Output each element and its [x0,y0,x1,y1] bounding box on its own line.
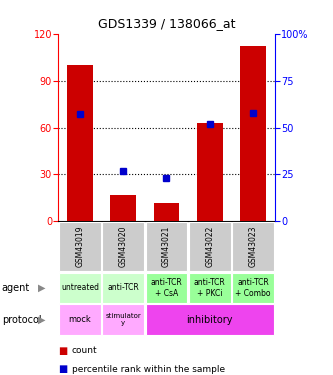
Text: agent: agent [2,283,30,293]
Text: stimulator
y: stimulator y [105,313,141,326]
Bar [189,273,230,303]
Bar [103,222,144,271]
Text: ■: ■ [58,346,68,355]
Bar [103,304,144,335]
Text: ▶: ▶ [38,315,45,325]
Bar [59,222,101,271]
Bar [59,273,101,303]
Text: anti-TCR
+ CsA: anti-TCR + CsA [151,278,182,297]
Bar [146,222,187,271]
Bar [232,273,274,303]
Bar [154,202,179,221]
Bar [189,222,230,271]
Bar [197,123,223,221]
Text: anti-TCR
+ Combo: anti-TCR + Combo [235,278,271,297]
Text: mock: mock [69,315,91,324]
Bar [103,273,144,303]
Bar [110,195,136,221]
Text: GDS1339 / 138066_at: GDS1339 / 138066_at [98,17,235,30]
Text: anti-TCR: anti-TCR [107,284,139,292]
Text: GSM43021: GSM43021 [162,226,171,267]
Bar [146,273,187,303]
Text: count: count [72,346,97,355]
Text: anti-TCR
+ PKCi: anti-TCR + PKCi [194,278,226,297]
Text: ■: ■ [58,364,68,374]
Text: GSM43022: GSM43022 [205,226,214,267]
Text: ▶: ▶ [38,283,45,293]
Text: GSM43019: GSM43019 [75,226,85,267]
Text: GSM43020: GSM43020 [119,226,128,267]
Bar [59,304,101,335]
Bar [232,222,274,271]
Text: percentile rank within the sample: percentile rank within the sample [72,365,225,374]
Bar [240,46,266,221]
Bar [67,65,93,221]
Text: protocol: protocol [2,315,41,325]
Text: GSM43023: GSM43023 [248,226,258,267]
Bar [146,304,274,335]
Text: untreated: untreated [61,284,99,292]
Text: inhibitory: inhibitory [186,315,233,325]
